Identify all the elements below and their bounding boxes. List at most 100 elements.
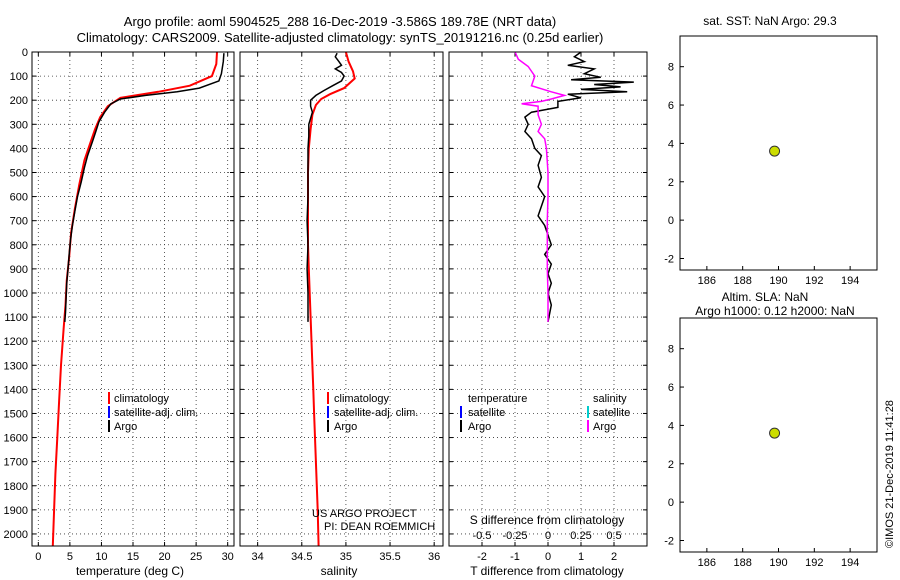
x-tick-label: 194 [841, 557, 859, 569]
legend-s-argo-label: Argo [593, 421, 616, 433]
temperature-series [51, 51, 225, 547]
x-tick-label: 0 [35, 551, 41, 563]
legend-temperature-title: temperature [468, 393, 527, 405]
y-tick-label: 6 [668, 100, 674, 112]
y-tick-label: -2 [664, 253, 674, 265]
sla-xticks: 186 188 190 192 194 [698, 548, 859, 569]
legend-satellite-label: satellite-adj. clim. [114, 407, 198, 419]
temperature-frame [31, 51, 235, 547]
depth-yticks: 0 100 200 300 400 500 600 700 800 900 1000 1100 1200… [4, 47, 28, 541]
legend-s-satellite-label: satellite [593, 407, 630, 419]
depth-tick-label: 1600 [4, 433, 28, 445]
y-tick-label: 2 [668, 177, 674, 189]
depth-tick-label: 1700 [4, 457, 28, 469]
depth-tick-label: 1200 [4, 336, 28, 348]
legend-t-satellite-label: satellite [468, 407, 505, 419]
sst-yticks: -2 0 2 4 6 8 [664, 62, 684, 265]
difference-frame [448, 51, 648, 547]
x-tick-label: 190 [769, 557, 787, 569]
sla-title-line-2: Argo h1000: 0.12 h2000: NaN [695, 304, 854, 318]
s-difference-ticks: -0.5 -0.25 0 0.25 0.5 [473, 530, 622, 542]
depth-tick-label: 1000 [4, 288, 28, 300]
s-difference-label: S difference from climatology [470, 513, 625, 527]
y-tick-label: 0 [668, 215, 674, 227]
series-line-climatology [51, 51, 218, 547]
temperature-panel: 0 5 10 15 20 25 30 0 100 200 300 400 500 600 700 800 90… [4, 47, 235, 578]
legend-argo-label: Argo [334, 421, 357, 433]
sla-yticks: -2 0 2 4 6 8 [664, 344, 684, 547]
s-diff-tick-label: 0.5 [606, 530, 621, 542]
timestamp: ©IMOS 21-Dec-2019 11:41:28 [884, 400, 896, 548]
y-tick-label: 8 [668, 62, 674, 74]
temperature-xticks: 0 5 10 15 20 25 30 [35, 551, 234, 563]
s-diff-tick-label: -0.5 [473, 530, 492, 542]
salinity-grid [240, 51, 443, 546]
x-tick-label: 35 [340, 551, 352, 563]
credit-project: US ARGO PROJECT [312, 508, 417, 520]
x-tick-label: 34 [252, 551, 264, 563]
y-tick-label: 4 [668, 138, 674, 150]
temperature-legend: climatology satellite-adj. clim. Argo [108, 392, 198, 433]
depth-tick-label: 1500 [4, 408, 28, 420]
x-tick-label: 188 [734, 557, 752, 569]
x-tick-label: -1 [510, 551, 520, 563]
depth-tick-label: 1800 [4, 481, 28, 493]
series-line-argo [64, 53, 225, 322]
title-line-2: Climatology: CARS2009. Satellite-adjuste… [77, 30, 604, 45]
credit-pi: PI: DEAN ROEMMICH [324, 521, 435, 533]
difference-series [514, 51, 634, 323]
legend-climatology-label: climatology [114, 393, 170, 405]
sla-points [769, 427, 781, 439]
y-tick-label: 4 [668, 420, 674, 432]
x-tick-label: 36 [428, 551, 440, 563]
x-tick-label: 186 [698, 275, 716, 287]
sst-title: sat. SST: NaN Argo: 29.3 [703, 14, 837, 28]
depth-tick-label: 300 [10, 119, 28, 131]
depth-tick-label: 400 [10, 143, 28, 155]
legend-argo-label: Argo [114, 421, 137, 433]
depth-tick-label: 600 [10, 192, 28, 204]
x-tick-label: 35.5 [379, 551, 400, 563]
series-line-argo [306, 52, 345, 322]
series-line-argo-t-diff [523, 51, 634, 323]
y-tick-label: -2 [664, 535, 674, 547]
salinity-panel: 34 34.5 35 35.5 36 salinity climatology sate… [239, 51, 444, 578]
x-tick-label: 188 [734, 275, 752, 287]
x-tick-label: 186 [698, 557, 716, 569]
x-tick-label: 25 [190, 551, 202, 563]
x-tick-label: 192 [805, 275, 823, 287]
legend-salinity-title: salinity [593, 393, 627, 405]
difference-panel: -2 -1 0 1 2 -0.5 -0.25 0 0.25 0.5 S difference f… [448, 51, 648, 578]
x-tick-label: 192 [805, 557, 823, 569]
scatter-point [769, 427, 781, 439]
s-diff-tick-label: 0.25 [570, 530, 591, 542]
depth-tick-label: 100 [10, 71, 28, 83]
y-tick-label: 6 [668, 382, 674, 394]
x-tick-label: 34.5 [291, 551, 312, 563]
legend-satellite-label: satellite-adj. clim. [334, 407, 418, 419]
series-line-climatology [307, 51, 356, 547]
depth-tick-label: 1400 [4, 384, 28, 396]
scatter-point [769, 145, 781, 157]
depth-tick-label: 2000 [4, 529, 28, 541]
depth-tick-label: 800 [10, 240, 28, 252]
y-tick-label: 2 [668, 459, 674, 471]
sst-panel: sat. SST: NaN Argo: 29.3 186 188 190 192 194… [664, 14, 878, 287]
x-tick-label: 5 [67, 551, 73, 563]
depth-tick-label: 1300 [4, 360, 28, 372]
depth-tick-label: 200 [10, 95, 28, 107]
depth-tick-label: 900 [10, 264, 28, 276]
depth-tick-label: 500 [10, 167, 28, 179]
depth-tick-label: 0 [22, 47, 28, 59]
x-tick-label: 190 [769, 275, 787, 287]
x-tick-label: 0 [545, 551, 551, 563]
series-line-argo-s-diff [514, 51, 568, 322]
x-tick-label: 20 [158, 551, 170, 563]
depth-tick-label: 700 [10, 216, 28, 228]
title-line-1: Argo profile: aoml 5904525_288 16-Dec-20… [124, 14, 556, 29]
salinity-xticks: 34 34.5 35 35.5 36 [252, 551, 441, 563]
sla-title-line-1: Altim. SLA: NaN [722, 290, 809, 304]
x-tick-label: 15 [127, 551, 139, 563]
legend-climatology-label: climatology [334, 393, 390, 405]
